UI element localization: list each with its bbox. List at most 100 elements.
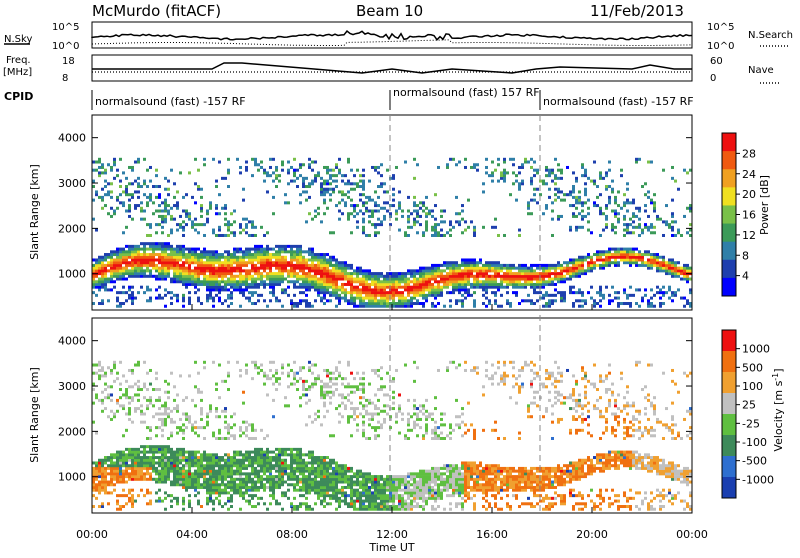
power-cell — [215, 267, 218, 270]
power-cell — [215, 294, 218, 297]
velocity-cell — [230, 505, 233, 508]
power-cell — [164, 220, 167, 223]
power-cell — [422, 297, 425, 300]
power-cell — [407, 215, 410, 218]
velocity-cell — [164, 418, 167, 421]
power-cell — [461, 283, 464, 286]
power-cell — [410, 226, 413, 229]
power-cell — [305, 278, 308, 281]
power-cell — [227, 283, 230, 286]
power-cell — [371, 299, 374, 302]
power-cell — [257, 256, 260, 259]
velocity-cell — [245, 486, 248, 489]
power-cell — [200, 253, 203, 256]
power-cell — [533, 302, 536, 305]
velocity-cell — [278, 483, 281, 486]
power-cell — [299, 299, 302, 302]
velocity-cell — [116, 502, 119, 505]
power-cell — [467, 272, 470, 275]
power-cell — [443, 264, 446, 267]
power-cell — [257, 269, 260, 272]
velocity-cell — [212, 453, 215, 456]
velocity-cell — [305, 497, 308, 500]
power-cell — [506, 280, 509, 283]
velocity-cell — [122, 404, 125, 407]
power-cell — [326, 269, 329, 272]
velocity-cell — [317, 470, 320, 473]
power-cell — [290, 299, 293, 302]
power-cell — [605, 264, 608, 267]
power-cell — [503, 169, 506, 172]
power-cell — [278, 269, 281, 272]
power-cell — [527, 280, 530, 283]
velocity-cell — [317, 461, 320, 464]
power-cell — [326, 169, 329, 172]
power-cell — [398, 283, 401, 286]
power-cell — [119, 278, 122, 281]
power-cell — [359, 272, 362, 275]
velocity-cell — [311, 486, 314, 489]
velocity-cell — [203, 464, 206, 467]
power-cell — [407, 269, 410, 272]
velocity-cell — [182, 481, 185, 484]
power-cell — [650, 302, 653, 305]
power-cell — [251, 286, 254, 289]
power-cell — [386, 272, 389, 275]
power-cell — [239, 231, 242, 234]
power-cell — [386, 201, 389, 204]
power-cell — [353, 278, 356, 281]
power-cell — [203, 278, 206, 281]
power-cell — [221, 302, 224, 305]
power-cell — [548, 299, 551, 302]
power-cell — [335, 166, 338, 169]
power-cell — [650, 258, 653, 261]
power-cell — [626, 248, 629, 251]
power-cell — [245, 288, 248, 291]
power-cell — [257, 286, 260, 289]
power-cell — [227, 234, 230, 237]
velocity-cell — [281, 364, 284, 367]
velocity-cell — [149, 402, 152, 405]
velocity-cell — [125, 464, 128, 467]
power-cell — [434, 278, 437, 281]
power-cell — [272, 278, 275, 281]
velocity-cell — [140, 451, 143, 454]
velocity-cell — [137, 456, 140, 459]
velocity-cell — [308, 456, 311, 459]
power-cell — [554, 275, 557, 278]
power-cell — [467, 291, 470, 294]
power-cell — [281, 278, 284, 281]
power-cell — [311, 161, 314, 164]
velocity-cell — [131, 505, 134, 508]
colorbar-tick-label: 16 — [742, 209, 756, 222]
power-cell — [485, 272, 488, 275]
velocity-cell — [194, 486, 197, 489]
power-cell — [302, 180, 305, 183]
velocity-cell — [284, 451, 287, 454]
power-cell — [503, 275, 506, 278]
power-cell — [317, 267, 320, 270]
power-cell — [599, 174, 602, 177]
power-cell — [389, 272, 392, 275]
power-cell — [575, 269, 578, 272]
power-cell — [101, 163, 104, 166]
velocity-cell — [305, 393, 308, 396]
velocity-cell — [296, 461, 299, 464]
velocity-cell — [257, 472, 260, 475]
velocity-cell — [269, 475, 272, 478]
power-cell — [542, 297, 545, 300]
power-cell — [662, 286, 665, 289]
velocity-cell — [311, 508, 314, 511]
power-cell — [431, 305, 434, 308]
power-cell — [272, 291, 275, 294]
power-cell — [221, 253, 224, 256]
power-cell — [587, 291, 590, 294]
velocity-cell — [122, 374, 125, 377]
velocity-cell — [170, 494, 173, 497]
power-cell — [311, 286, 314, 289]
power-cell — [161, 226, 164, 229]
power-cell — [599, 288, 602, 291]
velocity-cell — [296, 380, 299, 383]
velocity-cell — [239, 491, 242, 494]
velocity-cell — [167, 448, 170, 451]
